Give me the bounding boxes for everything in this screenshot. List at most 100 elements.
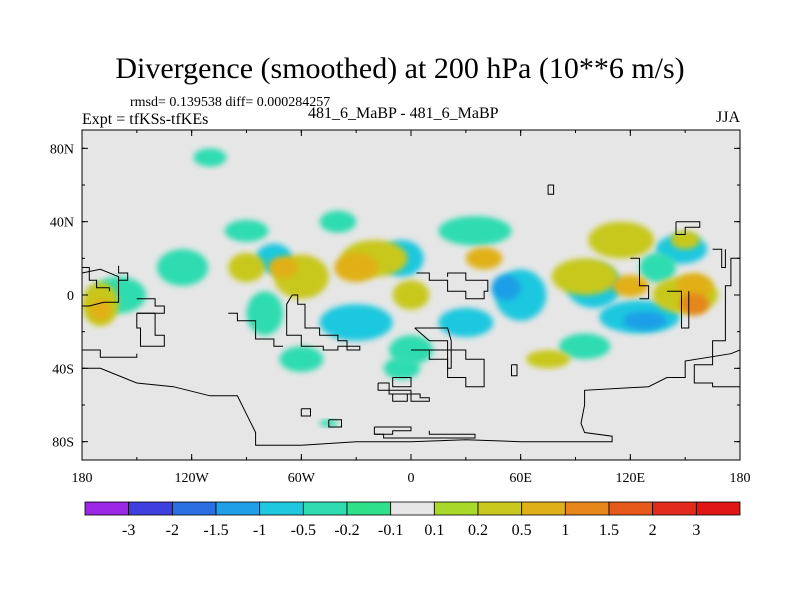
coastline-23: [693, 257, 740, 388]
colorbar-box-0: [84, 501, 130, 516]
colorbar-box-8: [433, 501, 479, 516]
coastline-12: [374, 430, 476, 439]
colorbar-label-0: -3: [122, 522, 135, 539]
field-blob-38: [465, 247, 503, 270]
field-blob-5: [319, 304, 393, 341]
colorbar-box-1: [128, 501, 173, 516]
y-tick-label-2: 0: [67, 289, 74, 304]
coastline-0: [82, 268, 120, 307]
y-tick-label-1: 40N: [50, 216, 74, 231]
field-blob-13: [438, 216, 512, 246]
colorbar-box-10: [521, 501, 566, 516]
field-blob-10: [156, 249, 209, 286]
colorbar-box-11: [564, 501, 610, 516]
x-axis: 180 120W 60W 0 60E 120E 180: [72, 130, 751, 486]
field-blob-15: [279, 346, 324, 372]
y-axis: 80N 40N 0 40S 80S: [50, 142, 740, 451]
field-blob-17: [639, 252, 677, 283]
field-blob-26: [588, 221, 655, 259]
colorbar-label-11: 1.5: [599, 522, 619, 539]
colorbar-label-4: -0.5: [291, 522, 316, 539]
field-blob-23: [551, 258, 618, 295]
coastline-6: [377, 382, 430, 402]
colorbar-box-7: [390, 501, 435, 516]
coastline-9: [328, 419, 342, 428]
y-tick-label-4: 80S: [52, 436, 74, 451]
coastline-14: [82, 267, 110, 292]
coastline-10: [300, 408, 311, 417]
field-blob-4: [623, 311, 667, 330]
colorbar-label-5: -0.2: [334, 522, 359, 539]
field-blob-19: [559, 333, 611, 360]
x-tick-label-4: 60E: [509, 471, 532, 486]
x-tick-label-6: 180: [730, 471, 751, 486]
experiment-label: Expt = tfKSs-tfKEs: [82, 111, 209, 128]
field-blob-20: [193, 148, 227, 167]
field-blob-33: [334, 252, 379, 283]
coastline-7: [392, 394, 408, 402]
colorbar: -3 -2 -1.5 -1 -0.5 -0.2 -0.1 0.1 0.2 0.5 1 1.5 2 3: [84, 501, 741, 539]
field-blob-32: [526, 350, 571, 369]
colorbar-label-10: 1: [561, 522, 569, 539]
colorbar-label-12: 2: [649, 522, 657, 539]
colorbar-label-6: -0.1: [378, 522, 403, 539]
colorbar-box-6: [346, 501, 392, 516]
colorbar-box-3: [215, 501, 261, 516]
coastlines: [82, 184, 740, 446]
field-blob-16: [246, 291, 284, 336]
colorbar-label-8: 0.2: [468, 522, 488, 539]
coastline-25: [82, 349, 138, 358]
colorbar-box-2: [171, 501, 217, 516]
coastline-13: [416, 272, 489, 300]
y-tick-label-3: 40S: [52, 362, 74, 377]
x-tick-label-0: 180: [72, 471, 93, 486]
field-blob-37: [268, 256, 298, 279]
field-blob-12: [319, 210, 357, 233]
coastline-5: [392, 377, 412, 388]
coastline-3: [286, 294, 361, 351]
field-blob-34: [676, 273, 713, 299]
colorbar-label-3: -1: [253, 522, 266, 539]
coastline-8: [414, 327, 452, 369]
divergence-field: [82, 148, 719, 428]
colorbar-label-2: -1.5: [203, 522, 228, 539]
coastline-19: [547, 184, 555, 195]
coastline-22: [675, 221, 701, 235]
x-tick-label-2: 60W: [288, 471, 316, 486]
coastline-21: [712, 248, 726, 268]
season-label: JJA: [716, 109, 741, 126]
stats-label: rmsd= 0.139538 diff= 0.000284257: [130, 95, 331, 110]
field-blob-35: [679, 293, 709, 316]
field-blob-1: [491, 274, 521, 301]
colorbar-label-13: 3: [692, 522, 700, 539]
field-blob-11: [224, 219, 269, 242]
colorbar-label-7: 0.1: [424, 522, 444, 539]
coastline-16: [118, 265, 129, 281]
coastline-24: [630, 257, 650, 300]
colorbar-box-13: [652, 501, 697, 516]
x-tick-label-1: 120W: [175, 471, 210, 486]
coastline-17: [228, 312, 284, 347]
colorbar-box-14: [695, 501, 741, 516]
coastline-20: [666, 290, 690, 329]
colorbar-box-9: [477, 501, 523, 516]
runs-label: 481_6_MaBP - 481_6_MaBP: [308, 105, 499, 122]
x-tick-label-3: 0: [408, 471, 415, 486]
colorbar-box-4: [259, 501, 304, 516]
coastline-2: [82, 349, 740, 446]
field-blob-29: [228, 252, 265, 283]
coastline-4: [411, 349, 485, 388]
colorbar-box-12: [608, 501, 654, 516]
coastline-1: [136, 312, 165, 347]
field-blob-31: [670, 230, 700, 250]
x-tick-label-5: 120E: [616, 471, 646, 486]
field-blob-30: [392, 280, 430, 310]
chart-title: Divergence (smoothed) at 200 hPa (10**6 …: [115, 52, 685, 85]
coastline-18: [511, 364, 518, 377]
colorbar-label-9: 0.5: [512, 522, 532, 539]
colorbar-box-5: [302, 501, 348, 516]
colorbar-label-1: -2: [166, 522, 179, 539]
coastline-15: [136, 298, 165, 314]
field-blob-6: [438, 307, 494, 338]
